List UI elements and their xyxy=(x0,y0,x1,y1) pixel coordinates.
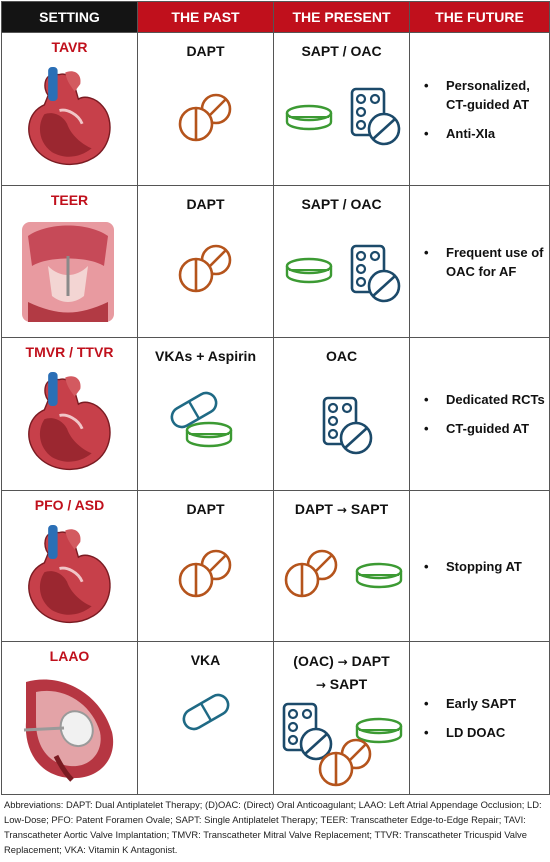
setting-cell-teer: TEER xyxy=(2,186,138,338)
arrow-icon: → xyxy=(336,503,347,517)
abbreviations-footnote: Abbreviations: DAPT: Dual Antiplatelet T… xyxy=(4,799,542,855)
setting-cell-laao: LAAO xyxy=(2,642,138,795)
capsule-green-icon xyxy=(284,103,334,133)
present-therapy-from: DAPT xyxy=(294,501,333,517)
present-therapy-to: SAPT xyxy=(350,501,389,517)
setting-label: PFO / ASD xyxy=(34,497,105,513)
setting-cell-pfo: PFO / ASD xyxy=(2,491,138,642)
present-cell-tmvr: OAC xyxy=(274,338,410,491)
future-item: Personalized, CT-guided AT xyxy=(424,76,545,114)
setting-cell-tavr: TAVR xyxy=(2,33,138,186)
tablet-green-icon xyxy=(184,420,234,450)
blister-pack-icon xyxy=(350,87,402,147)
past-cell-pfo: DAPT xyxy=(138,491,274,642)
occluder-illustration-icon xyxy=(23,679,114,782)
future-cell-laao: Early SAPT LD DOAC xyxy=(410,642,550,795)
future-cell-teer: Frequent use of OAC for AF xyxy=(410,186,550,338)
setting-label: TAVR xyxy=(51,39,88,55)
setting-label: TEER xyxy=(50,192,89,208)
header-setting: SETTING xyxy=(2,2,138,33)
future-item: Frequent use of OAC for AF xyxy=(424,243,545,281)
future-item: Dedicated RCTs xyxy=(424,390,545,409)
present-therapy-label: OAC xyxy=(325,348,358,364)
present-therapy-label: DAPT → SAPT xyxy=(274,499,409,521)
blister-pack-icon xyxy=(322,396,374,456)
round-pills-icon xyxy=(176,244,236,294)
future-item: Early SAPT xyxy=(424,694,545,713)
future-cell-pfo: Stopping AT xyxy=(410,491,550,642)
present-therapy-to: SAPT xyxy=(329,676,368,692)
heart-illustration-icon xyxy=(16,63,120,175)
future-item: CT-guided AT xyxy=(424,419,545,438)
arrow-icon: → xyxy=(315,678,326,692)
round-pills-icon xyxy=(282,549,342,599)
past-cell-tmvr: VKAs + Aspirin xyxy=(138,338,274,491)
setting-label: LAAO xyxy=(49,648,90,664)
past-cell-laao: VKA xyxy=(138,642,274,795)
past-therapy-label: DAPT xyxy=(186,43,225,59)
present-therapy-mid: DAPT xyxy=(351,653,390,669)
past-therapy-label: VKAs + Aspirin xyxy=(154,348,256,364)
future-cell-tmvr: Dedicated RCTs CT-guided AT xyxy=(410,338,550,491)
arrow-icon: → xyxy=(337,655,348,669)
present-therapy-label: SAPT / OAC xyxy=(301,196,382,212)
header-past: THE PAST xyxy=(138,2,274,33)
setting-label: TMVR / TTVR xyxy=(25,344,114,360)
past-cell-tavr: DAPT xyxy=(138,33,274,186)
heart-illustration-icon xyxy=(16,521,120,633)
future-item: Anti-XIa xyxy=(424,124,545,143)
present-cell-tavr: SAPT / OAC xyxy=(274,33,410,186)
therapy-table: SETTING THE PAST THE PRESENT THE FUTURE … xyxy=(1,1,550,795)
present-cell-pfo: DAPT → SAPT xyxy=(274,491,410,642)
valve-clip-illustration-icon xyxy=(22,222,114,322)
capsule-green-icon xyxy=(354,561,404,591)
capsule-blue-icon xyxy=(176,692,236,732)
past-therapy-label: DAPT xyxy=(186,501,225,517)
heart-illustration-icon xyxy=(16,368,120,480)
past-cell-teer: DAPT xyxy=(138,186,274,338)
present-therapy-label: (OAC) → DAPT → SAPT xyxy=(274,650,409,696)
past-therapy-label: VKA xyxy=(190,652,221,668)
past-therapy-label: DAPT xyxy=(186,196,225,212)
future-item: LD DOAC xyxy=(424,723,545,742)
future-cell-tavr: Personalized, CT-guided AT Anti-XIa xyxy=(410,33,550,186)
blister-pack-icon xyxy=(350,244,402,304)
present-cell-teer: SAPT / OAC xyxy=(274,186,410,338)
present-therapy-label: SAPT / OAC xyxy=(301,43,382,59)
present-cell-laao: (OAC) → DAPT → SAPT xyxy=(274,642,410,795)
capsule-green-icon xyxy=(284,256,334,286)
header-future: THE FUTURE xyxy=(410,2,550,33)
setting-cell-tmvr: TMVR / TTVR xyxy=(2,338,138,491)
header-present: THE PRESENT xyxy=(274,2,410,33)
round-pills-icon xyxy=(316,738,376,788)
round-pills-icon xyxy=(176,93,236,143)
round-pills-icon xyxy=(176,549,236,599)
present-therapy-from: (OAC) xyxy=(293,653,334,669)
future-item: Stopping AT xyxy=(424,557,545,576)
